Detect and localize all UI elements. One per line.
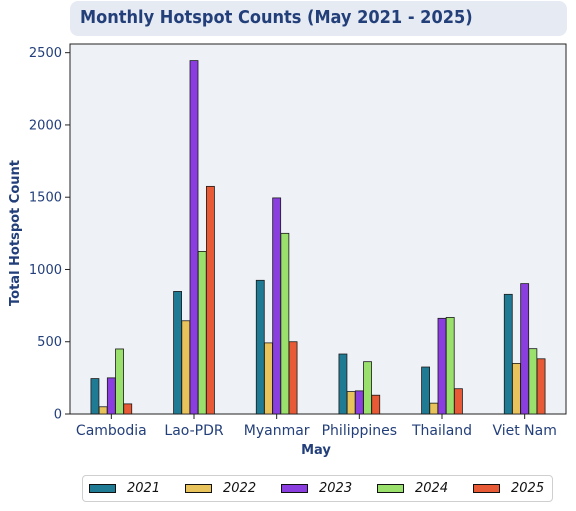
bar-lao-pdr-2022: [181, 320, 191, 415]
bar-thailand-2021: [421, 366, 431, 415]
bar-thailand-2023: [437, 317, 447, 415]
bar-lao-pdr-2025: [205, 185, 215, 415]
legend-swatch-2023: [281, 484, 308, 493]
chart-legend: 2021 2022 2023 2024 2025: [82, 475, 553, 502]
bar-myanmar-2022: [264, 342, 273, 415]
y-tick-label-2: 1000: [29, 263, 62, 278]
legend-label-2022: 2022: [223, 481, 257, 496]
bar-philippines-2023: [354, 390, 364, 415]
bar-viet-nam-2022: [512, 363, 521, 415]
bar-lao-pdr-2021: [173, 291, 183, 415]
bar-myanmar-2024: [280, 232, 290, 415]
bar-thailand-2024: [445, 317, 455, 415]
bar-cambodia-2024: [115, 348, 124, 415]
legend-label-2024: 2024: [415, 481, 449, 496]
x-tick-label-0: Cambodia: [76, 423, 147, 439]
bar-viet-nam-2021: [503, 293, 513, 415]
bar-myanmar-2021: [255, 279, 265, 415]
y-axis-label: Total Hotspot Count: [8, 160, 23, 306]
bar-cambodia-2022: [98, 406, 108, 415]
bar-chart: 0 500 1000 1500 2000 2500 Cambodia Lao-PDR Myanm…: [8, 43, 567, 458]
y-tick-label-4: 2000: [29, 118, 62, 133]
y-tick-label-3: 1500: [29, 191, 62, 206]
x-tick-label-2: Myanmar: [244, 423, 310, 439]
bar-lao-pdr-2024: [197, 251, 207, 415]
bar-philippines-2022: [346, 391, 356, 415]
legend-swatch-2025: [473, 484, 500, 493]
bar-viet-nam-2025: [536, 358, 546, 415]
y-tick-label-5: 2500: [29, 46, 62, 61]
bar-myanmar-2023: [272, 197, 282, 415]
bar-thailand-2025: [453, 388, 463, 415]
bar-viet-nam-2024: [528, 348, 538, 415]
bar-lao-pdr-2023: [189, 60, 199, 415]
bar-philippines-2024: [363, 361, 372, 415]
legend-label-2021: 2021: [127, 481, 161, 496]
bar-cambodia-2023: [106, 377, 116, 415]
bar-philippines-2021: [338, 353, 348, 415]
plot-area: [69, 43, 567, 415]
legend-swatch-2021: [89, 484, 116, 493]
x-axis-label: May: [301, 443, 331, 458]
bar-thailand-2022: [429, 402, 439, 415]
bar-philippines-2025: [371, 394, 381, 415]
bar-viet-nam-2023: [520, 283, 530, 415]
legend-label-2025: 2025: [511, 481, 545, 496]
x-tick-label-1: Lao-PDR: [164, 423, 223, 439]
y-tick-label-1: 500: [37, 335, 62, 350]
chart-title-box: Monthly Hotspot Counts (May 2021 - 2025): [70, 1, 567, 36]
y-tick-label-0: 0: [54, 408, 62, 423]
legend-label-2023: 2023: [319, 481, 353, 496]
x-tick-label-5: Viet Nam: [492, 423, 556, 439]
bar-cambodia-2025: [123, 403, 133, 415]
x-tick-label-3: Philippines: [322, 423, 397, 439]
x-tick-label-4: Thailand: [411, 423, 472, 439]
bar-myanmar-2025: [288, 341, 298, 415]
legend-swatch-2022: [185, 484, 212, 493]
legend-swatch-2024: [377, 484, 404, 493]
bar-cambodia-2021: [90, 378, 100, 415]
chart-title: Monthly Hotspot Counts (May 2021 - 2025): [80, 7, 473, 28]
